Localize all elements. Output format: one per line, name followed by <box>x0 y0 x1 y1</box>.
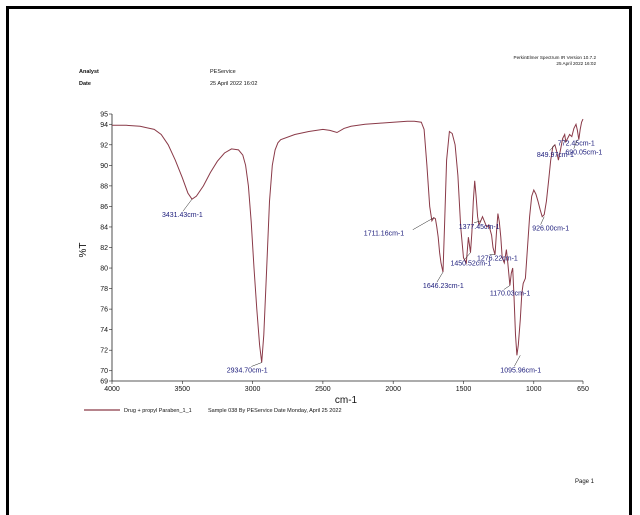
peak-leader-line <box>474 220 481 224</box>
y-tick-label: 88 <box>100 183 108 190</box>
x-tick-label: 3000 <box>245 386 261 393</box>
chart-annotations: 3431.43cm-1 2934.70cm-1 1711.16cm-1 1646.23… <box>162 139 602 375</box>
software-version: PerkinElmer Spectrum IR Version 10.7.2 <box>513 55 596 60</box>
peak-label: 926.00cm-1 <box>532 226 569 233</box>
peak-leader-line <box>412 217 434 230</box>
y-tick-label: 95 <box>100 112 108 119</box>
y-tick-label: 70 <box>100 368 108 375</box>
x-tick-label: 2500 <box>315 386 331 393</box>
y-tick-label: 78 <box>100 286 108 293</box>
legend-sample-info: Sample 038 By PEService Date Monday, Apr… <box>208 408 342 414</box>
y-tick-label: 72 <box>100 348 108 355</box>
peak-label: 2934.70cm-1 <box>227 368 268 375</box>
y-tick-label: 74 <box>100 327 108 334</box>
software-date: 25 April 2022 16:02 <box>556 61 596 66</box>
peak-label: 1711.16cm-1 <box>364 231 404 238</box>
peak-label: 1095.96cm-1 <box>500 367 541 374</box>
date-value: 25 April 2022 16:02 <box>210 81 258 87</box>
peak-label: 772.45cm-1 <box>558 141 595 148</box>
analyst-value: PEService <box>210 69 236 75</box>
peak-label: 1170.03cm-1 <box>490 290 530 297</box>
peak-leader-line <box>251 362 262 367</box>
x-tick-label: 3500 <box>175 386 191 393</box>
peak-label: 690.05cm-1 <box>565 150 602 157</box>
peak-leader-line <box>182 199 193 212</box>
y-tick-label: 84 <box>100 224 108 231</box>
peak-leader-line <box>464 252 471 260</box>
x-tick-label: 2000 <box>385 386 401 393</box>
spectrum-line <box>112 118 584 363</box>
page-frame <box>6 6 632 515</box>
x-axis-label: cm-1 <box>335 395 358 406</box>
date-label: Date <box>79 81 91 87</box>
peak-leader-line <box>573 139 578 149</box>
peak-label: 1450.52cm-1 <box>450 261 491 268</box>
y-tick-label: 90 <box>100 163 108 170</box>
y-tick-label: 92 <box>100 142 108 149</box>
peak-label: 1646.23cm-1 <box>423 283 464 290</box>
legend-series-name: Drug + propyl Paraben_1_1 <box>124 408 192 414</box>
peak-leader-line <box>540 216 545 225</box>
peak-leader-line <box>563 139 566 142</box>
x-tick-label: 1000 <box>526 386 542 393</box>
peak-leader-line <box>514 355 521 367</box>
x-tick-label: 650 <box>577 386 589 393</box>
chart-marks <box>112 118 584 363</box>
y-axis-label: %T <box>78 243 89 258</box>
y-tick-label: 86 <box>100 204 108 211</box>
peak-leader-line <box>436 272 444 283</box>
y-tick-label: 94 <box>100 122 108 129</box>
peak-leader-line <box>503 285 511 290</box>
peak-label: 1377.45cm-1 <box>459 224 500 231</box>
peak-label: 1276.22cm-1 <box>477 256 518 263</box>
peak-label: 3431.43cm-1 <box>162 212 203 219</box>
x-tick-label: 1500 <box>456 386 472 393</box>
page-number: Page 1 <box>575 479 595 485</box>
peak-leader-line <box>549 144 556 151</box>
y-tick-label: 69 <box>100 379 108 386</box>
y-tick-label: 82 <box>100 245 108 252</box>
y-tick-label: 80 <box>100 266 108 273</box>
analyst-label: Analyst <box>79 69 99 75</box>
peak-label: 849.97cm-1 <box>537 152 574 159</box>
chart-axes: 4000 3500 3000 2500 2000 1500 1000 650 69 70 72 74 7… <box>100 112 589 394</box>
y-tick-label: 76 <box>100 307 108 314</box>
x-tick-label: 4000 <box>104 386 120 393</box>
